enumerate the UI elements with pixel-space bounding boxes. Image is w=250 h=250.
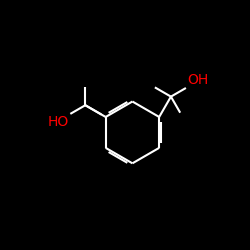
Text: OH: OH [187, 73, 208, 87]
Text: HO: HO [48, 115, 69, 129]
